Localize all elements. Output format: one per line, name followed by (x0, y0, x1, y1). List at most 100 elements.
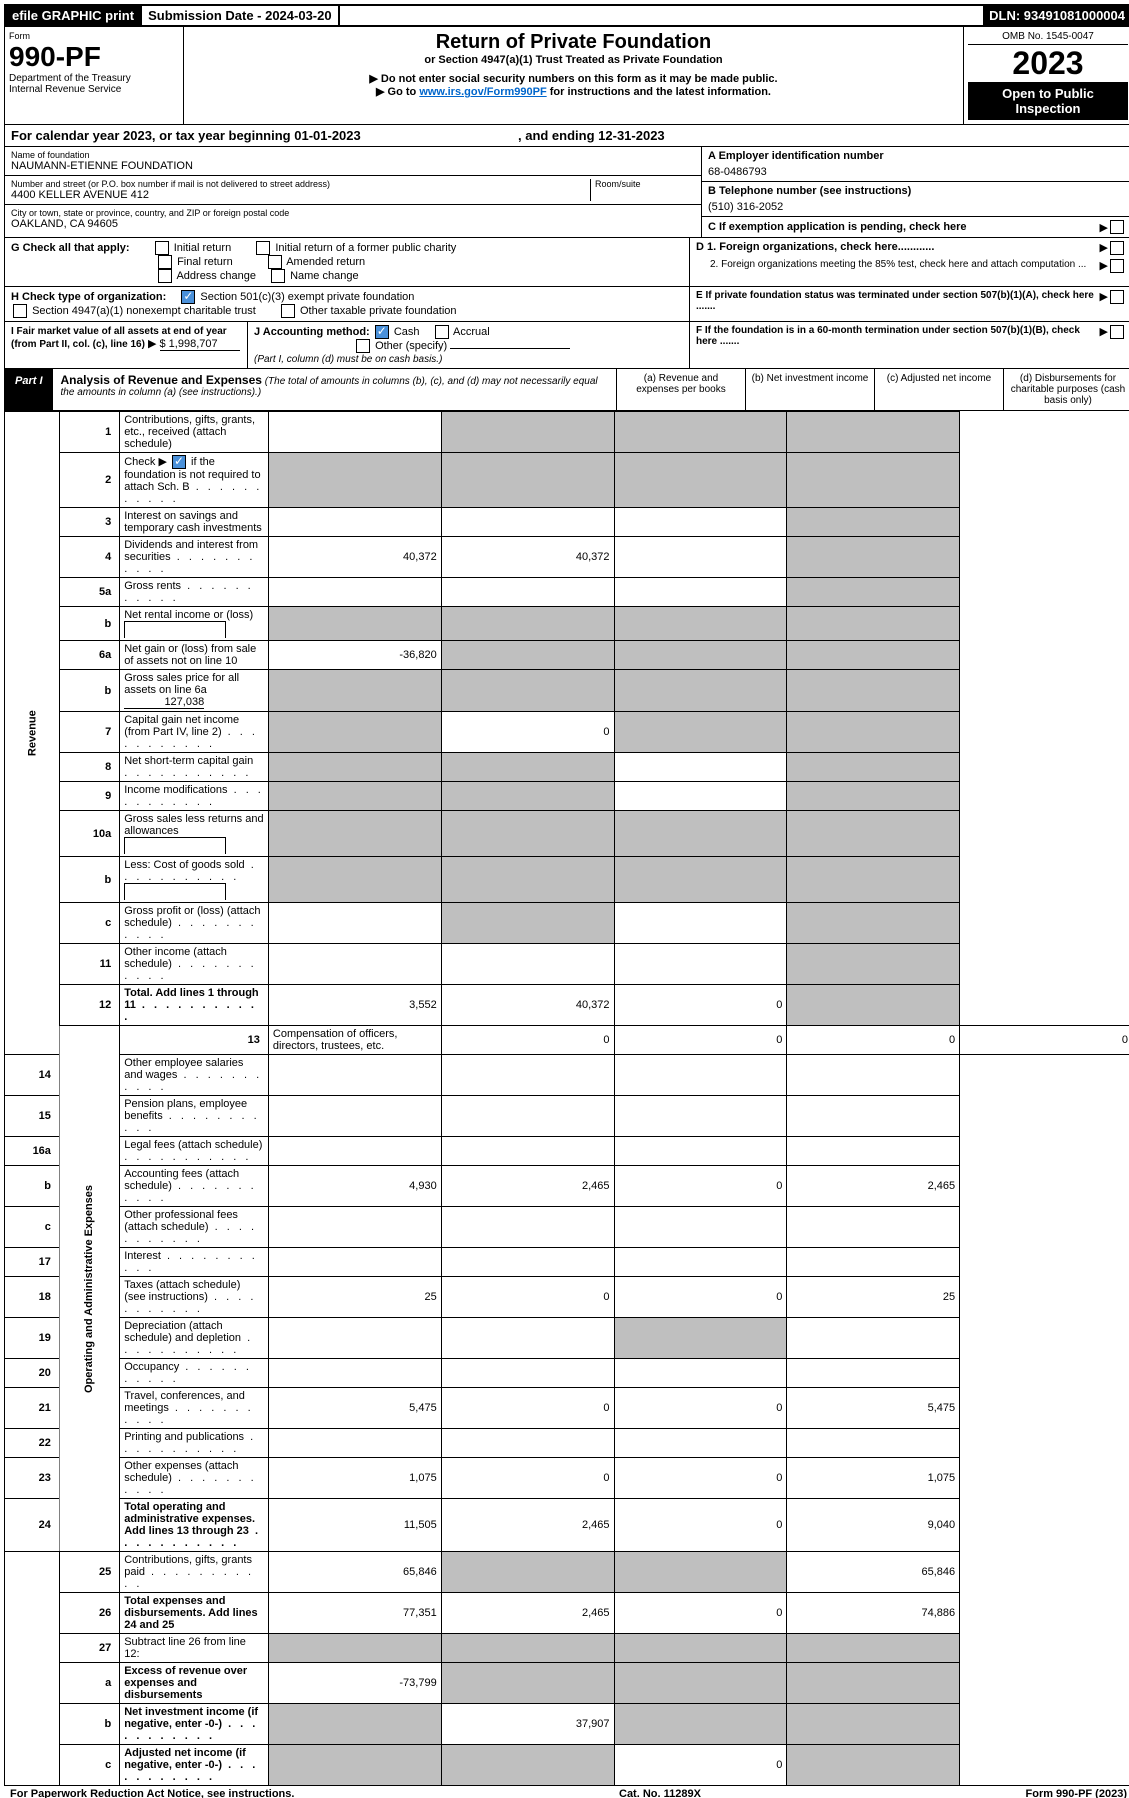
foundation-name: NAUMANN-ETIENNE FOUNDATION (11, 160, 695, 172)
irs-link[interactable]: www.irs.gov/Form990PF (419, 86, 546, 98)
g-d-row: G Check all that apply: Initial return I… (4, 238, 1129, 287)
efile-label[interactable]: efile GRAPHIC print (6, 6, 142, 25)
dln: DLN: 93491081000004 (983, 6, 1129, 25)
g-initial-checkbox[interactable] (155, 241, 169, 255)
table-row: 22Printing and publications (5, 1429, 1129, 1458)
table-row: 25Contributions, gifts, grants paid 65,8… (5, 1552, 1129, 1593)
table-row: 16aLegal fees (attach schedule) (5, 1137, 1129, 1166)
h-501c3-checkbox[interactable] (181, 290, 195, 304)
street-address: 4400 KELLER AVENUE 412 (11, 189, 590, 201)
d1-label: D 1. Foreign organizations, check here..… (696, 241, 1100, 255)
table-row: bAccounting fees (attach schedule) 4,930… (5, 1166, 1129, 1207)
table-row: cOther professional fees (attach schedul… (5, 1207, 1129, 1248)
table-row: 17Interest (5, 1248, 1129, 1277)
ein-value: 68-0486793 (708, 166, 1126, 178)
ssn-note: ▶ Do not enter social security numbers o… (188, 72, 959, 85)
goto-note: ▶ Go to www.irs.gov/Form990PF for instru… (188, 85, 959, 98)
table-row: 9Income modifications (5, 782, 1129, 811)
table-row: 27Subtract line 26 from line 12: (5, 1634, 1129, 1663)
part1-label: Part I (5, 369, 53, 410)
form-subtitle: or Section 4947(a)(1) Trust Treated as P… (188, 54, 959, 66)
j-other-checkbox[interactable] (356, 339, 370, 353)
g-amended-checkbox[interactable] (268, 255, 282, 269)
submission-date: Submission Date - 2024-03-20 (142, 6, 340, 25)
table-row: 14Other employee salaries and wages (5, 1055, 1129, 1096)
c-checkbox[interactable] (1110, 220, 1124, 234)
phone-label: B Telephone number (see instructions) (708, 185, 1126, 197)
j-note: (Part I, column (d) must be on cash basi… (254, 354, 442, 365)
name-label: Name of foundation (11, 150, 695, 160)
j-cash-checkbox[interactable] (375, 325, 389, 339)
table-row: bGross sales price for all assets on lin… (5, 670, 1129, 712)
f-label: F If the foundation is in a 60-month ter… (696, 325, 1100, 365)
part1-title: Analysis of Revenue and Expenses (61, 373, 262, 387)
h-label: H Check type of organization: (11, 291, 166, 303)
form-header: Form 990-PF Department of the Treasury I… (4, 27, 1129, 125)
addr-label: Number and street (or P.O. box number if… (11, 179, 590, 189)
dept-treasury: Department of the Treasury (9, 73, 179, 84)
c-label: C If exemption application is pending, c… (708, 221, 1100, 233)
table-row: bLess: Cost of goods sold (5, 857, 1129, 903)
table-row: 26Total expenses and disbursements. Add … (5, 1593, 1129, 1634)
table-row: 19Depreciation (attach schedule) and dep… (5, 1318, 1129, 1359)
arrow-icon: ▶ (1100, 221, 1108, 234)
i-value: $ 1,998,707 (160, 338, 240, 351)
d2-label: 2. Foreign organizations meeting the 85%… (696, 259, 1100, 273)
table-row: 20Occupancy (5, 1359, 1129, 1388)
table-row: bNet rental income or (loss) (5, 607, 1129, 641)
table-row: 7Capital gain net income (from Part IV, … (5, 712, 1129, 753)
revenue-sidebar: Revenue (5, 412, 60, 1055)
form-title: Return of Private Foundation (188, 31, 959, 54)
footer-formno: Form 990-PF (2023) (1026, 1788, 1127, 1798)
table-row: 12Total. Add lines 1 through 11 3,55240,… (5, 985, 1129, 1026)
col-a-head: (a) Revenue and expenses per books (616, 369, 745, 410)
table-row: 23Other expenses (attach schedule) 1,075… (5, 1458, 1129, 1499)
j-accrual-checkbox[interactable] (435, 325, 449, 339)
table-row: 18Taxes (attach schedule) (see instructi… (5, 1277, 1129, 1318)
col-b-head: (b) Net investment income (745, 369, 874, 410)
table-row: 11Other income (attach schedule) (5, 944, 1129, 985)
tax-year: 2023 (968, 45, 1128, 82)
f-checkbox[interactable] (1110, 325, 1124, 339)
footer-left: For Paperwork Reduction Act Notice, see … (10, 1788, 294, 1798)
table-row: Operating and Administrative Expenses 13… (5, 1026, 1129, 1055)
calendar-year-line: For calendar year 2023, or tax year begi… (4, 125, 1129, 147)
table-row: cAdjusted net income (if negative, enter… (5, 1745, 1129, 1786)
g-final-checkbox[interactable] (158, 255, 172, 269)
i-j-f-row: I Fair market value of all assets at end… (4, 322, 1129, 369)
top-bar: efile GRAPHIC print Submission Date - 20… (4, 4, 1129, 27)
g-initial-former-checkbox[interactable] (256, 241, 270, 255)
table-row: 8Net short-term capital gain (5, 753, 1129, 782)
form-word: Form (9, 31, 179, 41)
table-row: 15Pension plans, employee benefits (5, 1096, 1129, 1137)
form-number: 990-PF (9, 41, 179, 73)
h-e-row: H Check type of organization: Section 50… (4, 287, 1129, 322)
city-state-zip: OAKLAND, CA 94605 (11, 218, 695, 230)
table-row: aExcess of revenue over expenses and dis… (5, 1663, 1129, 1704)
part1-header: Part I Analysis of Revenue and Expenses … (4, 369, 1129, 411)
h-other-checkbox[interactable] (281, 304, 295, 318)
room-label: Room/suite (595, 179, 695, 189)
irs-label: Internal Revenue Service (9, 84, 179, 95)
e-checkbox[interactable] (1110, 290, 1124, 304)
g-name-checkbox[interactable] (271, 269, 285, 283)
col-c-head: (c) Adjusted net income (874, 369, 1003, 410)
d1-checkbox[interactable] (1110, 241, 1124, 255)
table-row: 24Total operating and administrative exp… (5, 1499, 1129, 1552)
table-row: 2 Check ▶ if the foundation is not requi… (5, 453, 1129, 508)
omb-number: OMB No. 1545-0047 (968, 31, 1128, 45)
table-row: 4Dividends and interest from securities … (5, 537, 1129, 578)
d2-checkbox[interactable] (1110, 259, 1124, 273)
j-label: J Accounting method: (254, 326, 370, 338)
l2-checkbox[interactable] (172, 455, 186, 469)
g-address-checkbox[interactable] (158, 269, 172, 283)
h-4947-checkbox[interactable] (13, 304, 27, 318)
open-public: Open to Public Inspection (968, 82, 1128, 120)
entity-info: Name of foundation NAUMANN-ETIENNE FOUND… (4, 147, 1129, 238)
table-row: Revenue 1Contributions, gifts, grants, e… (5, 412, 1129, 453)
col-d-head: (d) Disbursements for charitable purpose… (1003, 369, 1129, 410)
table-row: 3Interest on savings and temporary cash … (5, 508, 1129, 537)
part1-table: Revenue 1Contributions, gifts, grants, e… (4, 411, 1129, 1786)
page-footer: For Paperwork Reduction Act Notice, see … (4, 1786, 1129, 1798)
footer-catno: Cat. No. 11289X (619, 1788, 701, 1798)
